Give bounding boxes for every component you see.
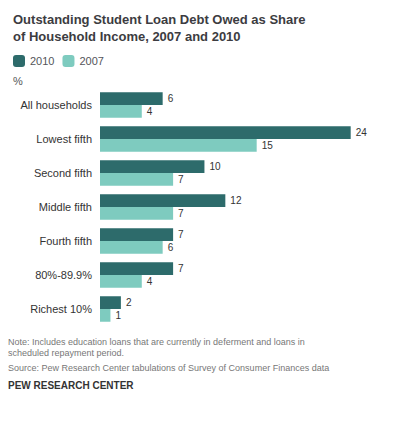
svg-text:Outstanding Student Loan Debt: Outstanding Student Loan Debt Owed as Sh… xyxy=(13,12,306,27)
svg-text:Source: Pew Research Center ta: Source: Pew Research Center tabulations … xyxy=(8,363,329,373)
svg-text:10: 10 xyxy=(209,161,221,172)
svg-text:Lowest fifth: Lowest fifth xyxy=(36,133,92,145)
svg-text:Fourth fifth: Fourth fifth xyxy=(39,235,92,247)
svg-text:2007: 2007 xyxy=(79,55,103,67)
svg-text:of Household Income, 2007 and: of Household Income, 2007 and 2010 xyxy=(13,29,241,44)
svg-text:%: % xyxy=(13,75,23,87)
svg-text:7: 7 xyxy=(178,229,184,240)
svg-text:6: 6 xyxy=(168,93,174,104)
svg-text:PEW RESEARCH CENTER: PEW RESEARCH CENTER xyxy=(8,380,134,391)
svg-text:6: 6 xyxy=(168,242,174,253)
svg-text:4: 4 xyxy=(147,276,153,287)
svg-text:12: 12 xyxy=(230,195,242,206)
svg-text:2: 2 xyxy=(126,297,132,308)
svg-text:80%-89.9%: 80%-89.9% xyxy=(35,269,92,281)
svg-text:7: 7 xyxy=(178,174,184,185)
svg-text:15: 15 xyxy=(262,140,274,151)
svg-text:2010: 2010 xyxy=(30,55,54,67)
svg-text:Second fifth: Second fifth xyxy=(34,167,92,179)
svg-text:1: 1 xyxy=(115,310,121,321)
svg-text:24: 24 xyxy=(356,127,368,138)
svg-text:Richest 10%: Richest 10% xyxy=(30,303,92,315)
svg-text:7: 7 xyxy=(178,208,184,219)
svg-text:Middle fifth: Middle fifth xyxy=(39,201,92,213)
svg-text:Note: Includes education loans: Note: Includes education loans that are … xyxy=(8,337,305,347)
svg-text:4: 4 xyxy=(147,106,153,117)
svg-text:7: 7 xyxy=(178,263,184,274)
svg-text:scheduled repayment period.: scheduled repayment period. xyxy=(8,348,124,358)
svg-text:All households: All households xyxy=(20,99,92,111)
